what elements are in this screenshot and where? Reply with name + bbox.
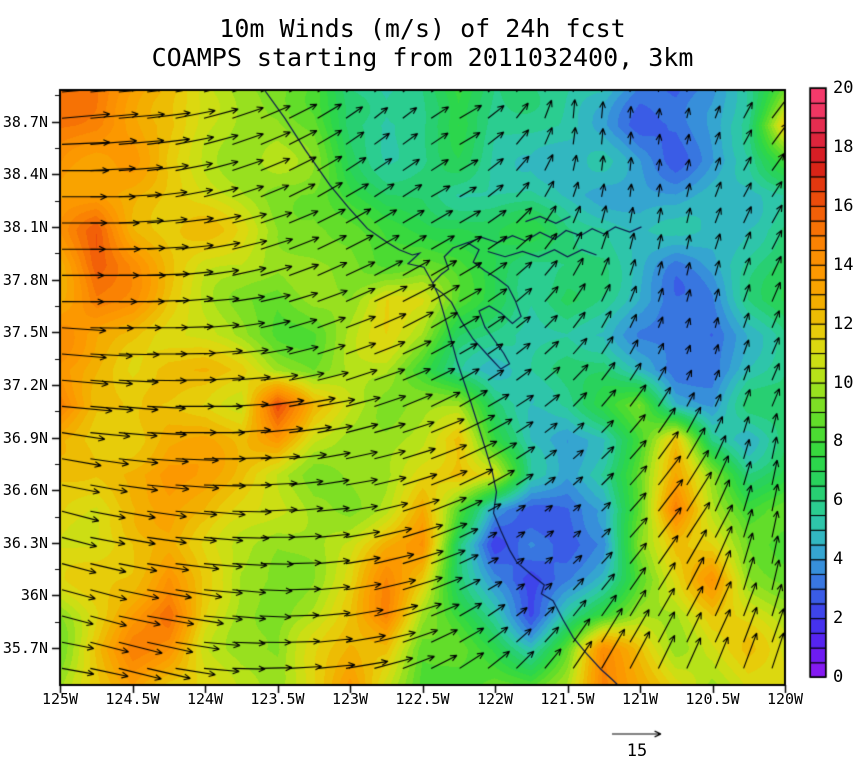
x-tick-label: 121.5W: [540, 690, 595, 708]
x-tick-label: 123W: [331, 690, 369, 708]
x-tick-label: 124.5W: [105, 690, 160, 708]
y-tick-label: 37.5N: [2, 323, 48, 342]
colorbar-tick-label: 16: [833, 195, 854, 216]
colorbar-tick-label: 14: [833, 254, 854, 275]
x-tick-label: 124W: [186, 690, 224, 708]
y-tick-label: 38.4N: [2, 165, 48, 184]
colorbar-tick-label: 4: [833, 549, 844, 570]
x-tick-label: 120.5W: [685, 690, 740, 708]
colorbar-tick-label: 8: [833, 431, 844, 452]
colorbar-tick-label: 20: [833, 78, 854, 98]
x-tick-label: 123.5W: [250, 690, 305, 708]
x-tick-label: 122W: [476, 690, 514, 708]
y-tick-label: 35.7N: [2, 639, 48, 658]
x-tick-label: 122.5W: [395, 690, 450, 708]
colorbar-tick-label: 10: [833, 372, 854, 393]
y-tick-label: 38.7N: [2, 112, 48, 131]
reference-arrow-label: 15: [626, 741, 648, 761]
x-tick-label: 120W: [766, 690, 804, 708]
y-tick-label: 37.8N: [2, 270, 48, 289]
colorbar-tick-label: 18: [833, 136, 854, 157]
colorbar-tick-label: 12: [833, 313, 854, 334]
colorbar-tick-label: 6: [833, 490, 844, 511]
y-tick-label: 38.1N: [2, 217, 48, 236]
y-tick-label: 36.3N: [2, 533, 48, 552]
y-tick-label: 36N: [20, 586, 48, 605]
y-tick-label: 37.2N: [2, 375, 48, 394]
x-tick-label: 125W: [41, 690, 79, 708]
y-tick-label: 36.6N: [2, 481, 48, 500]
y-tick-label: 36.9N: [2, 428, 48, 447]
x-tick-label: 121W: [621, 690, 659, 708]
colorbar-tick-label: 2: [833, 608, 844, 629]
colorbar-tick-label: 0: [833, 667, 844, 687]
